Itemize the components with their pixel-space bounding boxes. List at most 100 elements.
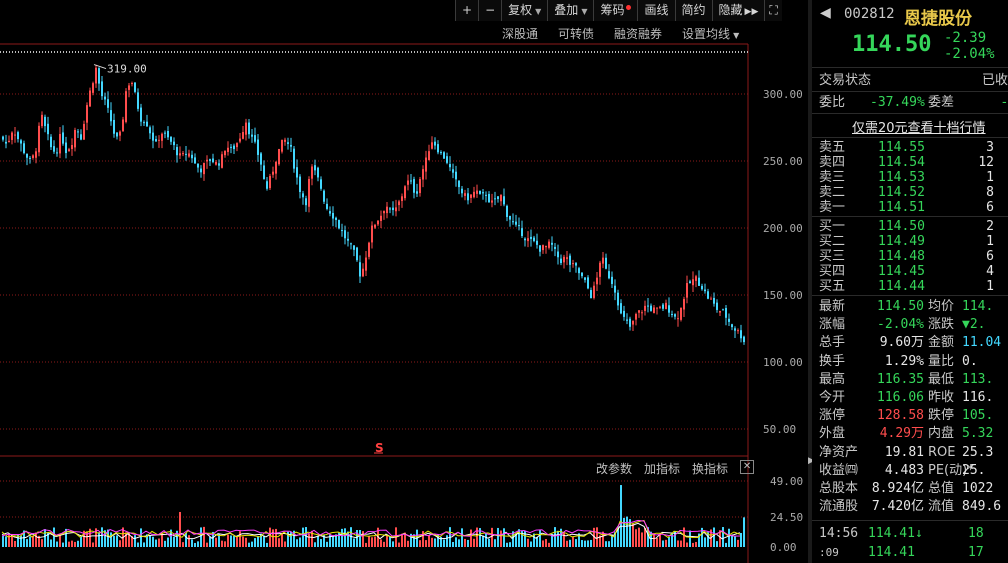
candle-body (557, 251, 559, 258)
stat-label: 涨幅 (819, 317, 846, 333)
stat-label: 金额 (928, 335, 955, 351)
candle-body (86, 105, 88, 123)
volume-bar (227, 534, 229, 547)
candle-body (140, 107, 142, 122)
zoom-out-button[interactable]: − (478, 0, 502, 21)
volume-bar (131, 536, 133, 547)
shengutong-link[interactable]: 深股通 (502, 27, 539, 41)
huan-zhibiao-button[interactable]: 换指标 (692, 462, 729, 476)
volume-bar (173, 536, 175, 547)
candle-body (407, 180, 409, 185)
candle-body (44, 116, 46, 127)
jia-zhibiao-button[interactable]: 加指标 (644, 462, 681, 476)
back-arrow-icon[interactable]: ◀ (820, 5, 831, 21)
candle-body (251, 134, 253, 137)
volume-bar (530, 541, 532, 547)
volume-bar (458, 539, 460, 547)
candle-body (56, 152, 58, 154)
candle-body (332, 213, 334, 219)
volume-bar (548, 542, 550, 547)
volume-bar (482, 535, 484, 547)
volume-bar (440, 536, 442, 547)
candle-body (173, 141, 175, 146)
sell-volume: 12 (978, 155, 994, 170)
shezhi-junxian-label: 设置均线 (682, 27, 731, 41)
shezhi-junxian-dropdown[interactable]: 设置均线 ▼ (672, 24, 749, 44)
stat-row: 换手 1.29% 量比 0. (812, 353, 1008, 371)
stat-label: 今开 (819, 390, 846, 405)
candle-body (77, 131, 79, 133)
candle-body (143, 122, 145, 124)
status-value: 已收 (982, 73, 1008, 88)
volume-bar (623, 517, 625, 547)
close-icon[interactable]: ✕ (740, 460, 755, 474)
collapse-handle-icon[interactable]: ▶ (808, 456, 815, 466)
candle-body (302, 193, 304, 198)
candle-body (551, 242, 553, 245)
volume-bar (68, 541, 70, 547)
volume-bar (158, 538, 160, 547)
kline-chart[interactable]: 300.00 250.00 200.00 150.00 100.00 50.00 49.0… (0, 0, 808, 563)
jianyue-button[interactable]: 简约 (674, 0, 712, 21)
panel-splitter[interactable] (808, 0, 812, 563)
volume-bar (740, 532, 742, 547)
candle-body (284, 139, 286, 142)
gai-canshu-button[interactable]: 改参数 (596, 462, 633, 476)
volume-bar (437, 534, 439, 547)
sell-row[interactable]: 卖二 114.52 8 (812, 185, 1008, 200)
candle-body (128, 85, 130, 90)
candle-body (497, 196, 499, 199)
candle-body (137, 92, 139, 109)
diejia-dropdown[interactable]: 叠加 ▼ (547, 0, 594, 21)
volume-bar (89, 528, 91, 547)
volume-bar (221, 540, 223, 547)
volume-bar (47, 532, 49, 547)
candle-body (413, 179, 415, 193)
promo-link[interactable]: 仅需20元查看十档行情 (852, 121, 986, 136)
candle-body (743, 336, 745, 343)
buy-row[interactable]: 买四 114.45 4 (812, 264, 1008, 279)
double-chevron-right-icon: ▶▶ (744, 7, 759, 17)
buy-row[interactable]: 买一 114.50 2 (812, 219, 1008, 234)
kezhuanzhai-link[interactable]: 可转债 (558, 27, 595, 41)
sell-row[interactable]: 卖五 114.55 3 (812, 140, 1008, 155)
candle-body (587, 277, 589, 289)
volume-bar (533, 533, 535, 547)
candle-body (278, 149, 280, 165)
chouma-button[interactable]: 筹码 (593, 0, 638, 21)
tick-row: 14:56 114.41↓ 18 (812, 525, 1008, 543)
sell-row[interactable]: 卖三 114.53 1 (812, 170, 1008, 185)
volume-bar (374, 536, 376, 547)
sell-price: 114.54 (878, 155, 925, 170)
zoom-in-button[interactable]: + (455, 0, 479, 21)
huaxian-button[interactable]: 画线 (637, 0, 675, 21)
candle-body (254, 135, 256, 142)
candle-body (74, 129, 76, 148)
sell-row[interactable]: 卖四 114.54 12 (812, 155, 1008, 170)
volume-bar (11, 535, 13, 547)
yincang-button[interactable]: 隐藏 ▶▶ (711, 0, 765, 21)
fuquan-dropdown[interactable]: 复权 ▼ (501, 0, 548, 21)
stat-row: 净资产 19.81 ROE 25.3 (812, 444, 1008, 462)
volume-bar (524, 530, 526, 547)
volume-bar (293, 530, 295, 547)
volume-bar (326, 541, 328, 547)
buy-row[interactable]: 买二 114.49 1 (812, 234, 1008, 249)
candle-body (110, 110, 112, 122)
volume-bar (197, 541, 199, 547)
candle-body (365, 257, 367, 271)
stat-label: 流通股 (819, 499, 859, 515)
candle-body (38, 125, 40, 153)
buy-row[interactable]: 买三 114.48 6 (812, 249, 1008, 264)
fullscreen-button[interactable]: ⛶ (764, 0, 782, 21)
candle-body (395, 207, 397, 212)
rongzirongquan-link[interactable]: 融资融券 (614, 27, 663, 41)
volume-bar (365, 542, 367, 547)
stock-name: 恩捷股份 (904, 9, 972, 29)
candle-body (203, 162, 205, 175)
sell-row[interactable]: 卖一 114.51 6 (812, 200, 1008, 215)
candle-body (35, 151, 37, 158)
buy-row[interactable]: 买五 114.44 1 (812, 279, 1008, 294)
candle-body (206, 159, 208, 162)
fullscreen-icon: ⛶ (769, 3, 778, 17)
